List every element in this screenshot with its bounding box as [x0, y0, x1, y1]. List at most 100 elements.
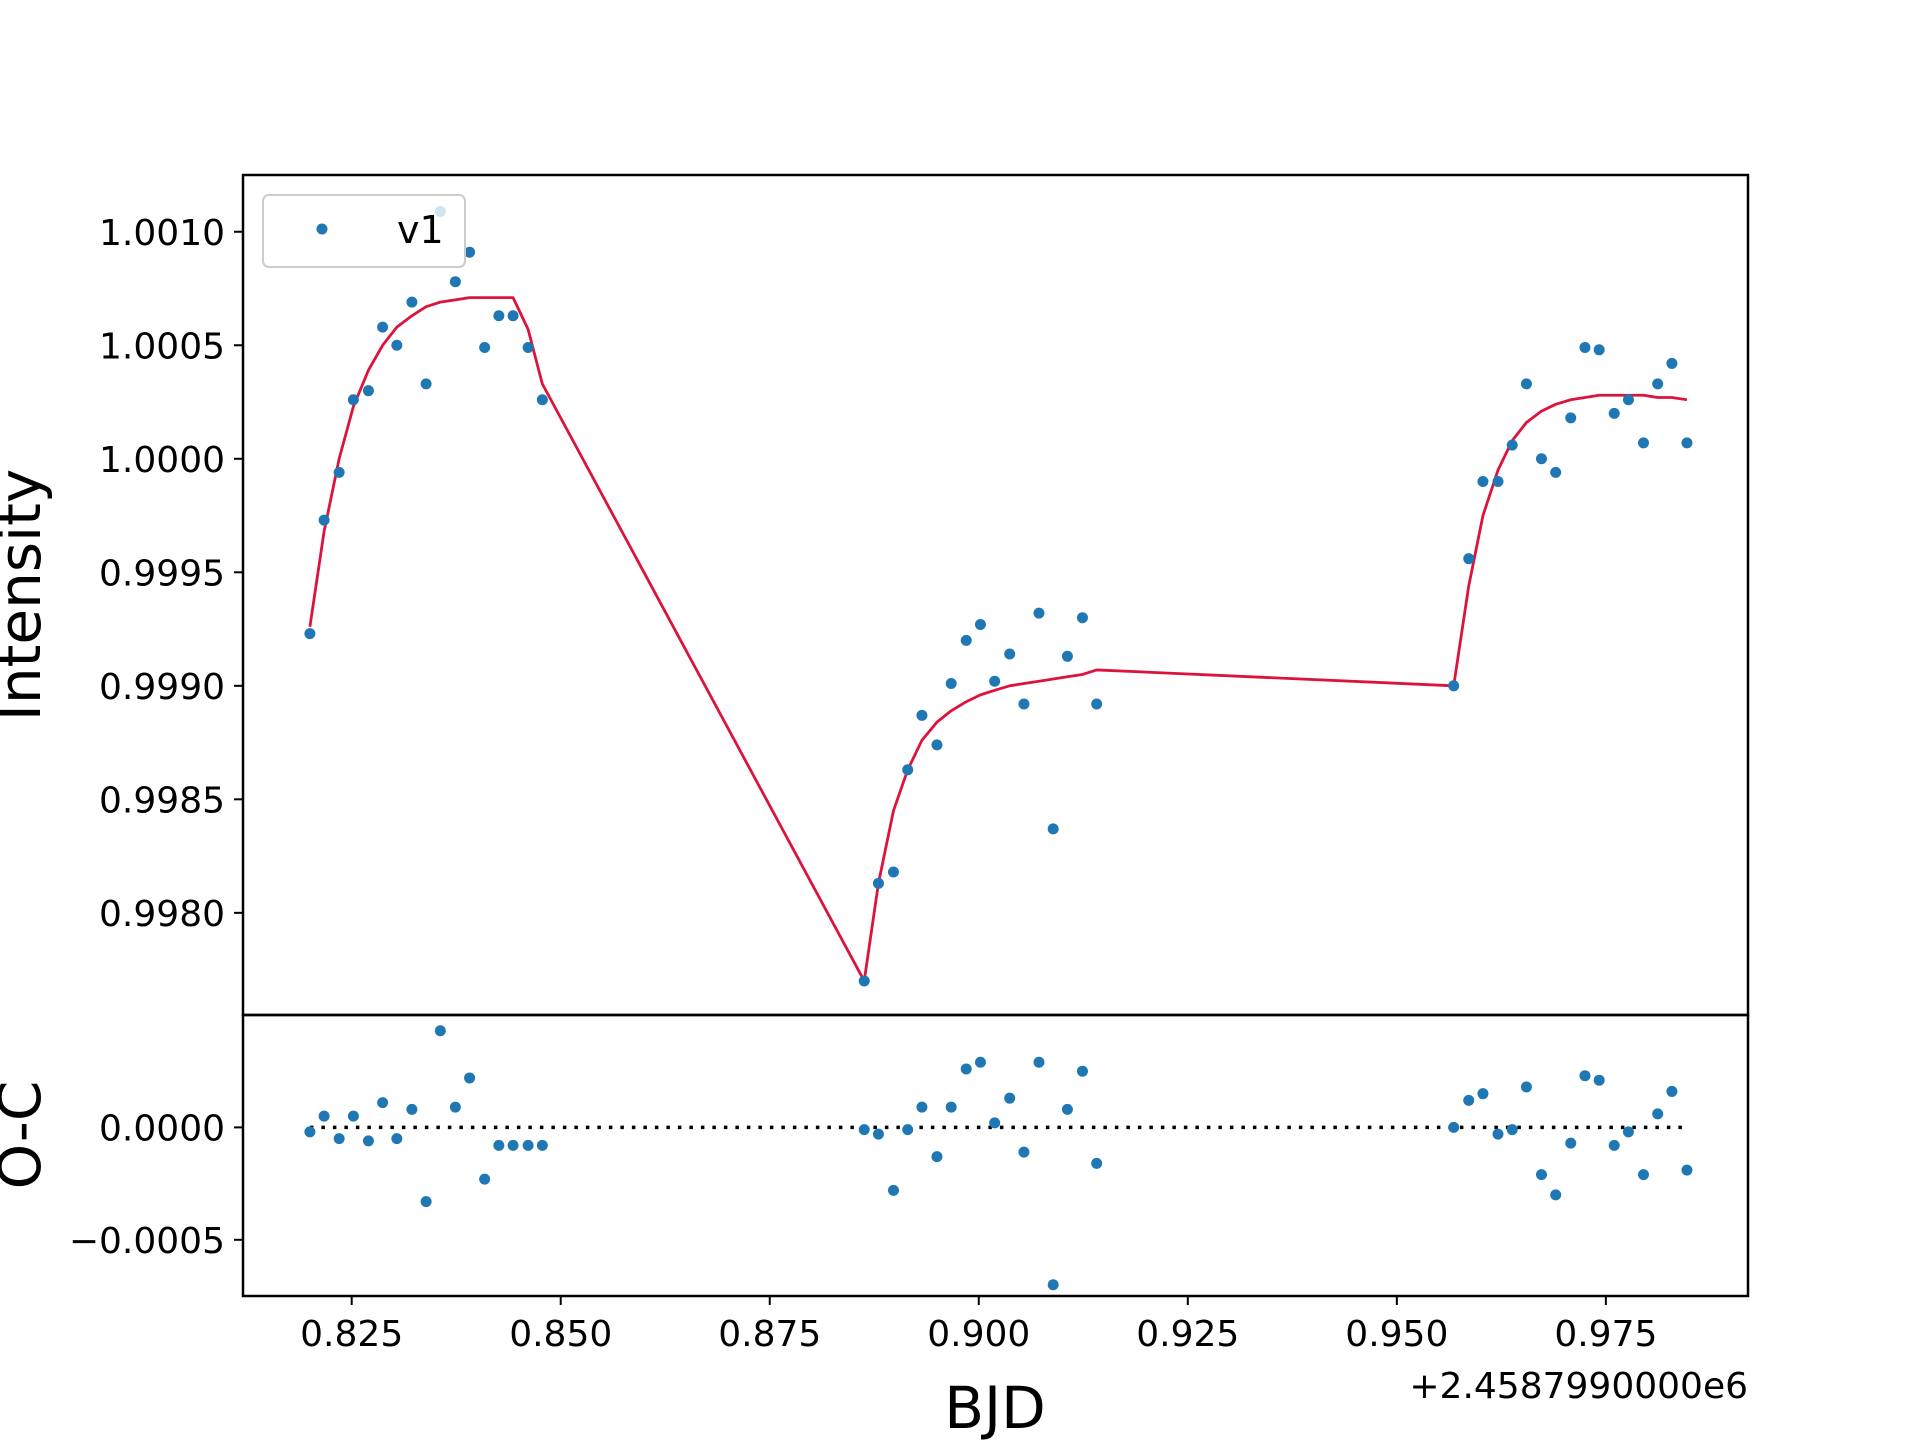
data-point [449, 276, 461, 288]
residual-point [1608, 1139, 1620, 1151]
residual-point [872, 1128, 884, 1140]
residual-point [916, 1101, 928, 1113]
residual-point [479, 1173, 491, 1185]
data-point [916, 709, 928, 721]
residual-point [887, 1184, 899, 1196]
residual-point [1637, 1169, 1649, 1181]
data-point [1637, 437, 1649, 449]
residual-point [1004, 1092, 1016, 1104]
data-point [391, 339, 403, 351]
data-point [887, 866, 899, 878]
model-curve-group [308, 296, 1688, 983]
data-point [1666, 357, 1678, 369]
y-tick-label: 0.9990 [99, 667, 225, 708]
residual-point [989, 1117, 1001, 1129]
data-point [989, 675, 1001, 687]
legend-marker-icon [316, 223, 328, 235]
residual-point [931, 1151, 943, 1163]
data-point [406, 296, 418, 308]
residual-point [1622, 1126, 1634, 1138]
main-panel: 0.9980 0.9985 0.9990 0.9995 1.0000 1.0005 1.00… [0, 173, 1750, 1017]
data-point [536, 394, 548, 406]
data-points-group [304, 205, 1693, 987]
data-point [1047, 823, 1059, 835]
residual-point [406, 1103, 418, 1115]
data-point [1463, 553, 1475, 565]
residual-point [1506, 1124, 1518, 1136]
data-point [960, 634, 972, 646]
data-point [902, 764, 914, 776]
residual-point [420, 1196, 432, 1208]
x-tick-label: 0.850 [509, 1314, 612, 1355]
residual-point [1579, 1070, 1591, 1082]
data-point [347, 394, 359, 406]
data-point [1565, 412, 1577, 424]
residual-point [1448, 1121, 1460, 1133]
data-point [420, 378, 432, 390]
data-point [1061, 650, 1073, 662]
y-tick-label: 1.0000 [99, 440, 225, 481]
data-point [974, 619, 986, 631]
data-point [333, 466, 345, 478]
residual-point [1477, 1088, 1489, 1100]
residual-point [493, 1139, 505, 1151]
y-tick-label: −0.0005 [69, 1221, 225, 1262]
x-ticks: 0.825 0.850 0.875 0.900 0.925 0.950 0.975 [300, 1296, 1657, 1355]
data-point [1091, 698, 1103, 710]
residual-point [1091, 1157, 1103, 1169]
residual-point [318, 1110, 330, 1122]
residual-point [347, 1110, 359, 1122]
residual-point [1018, 1146, 1030, 1158]
data-point [1681, 437, 1693, 449]
data-point [522, 342, 534, 354]
residual-point [333, 1133, 345, 1145]
model-curve [308, 296, 1688, 983]
y-tick-label: 0.9980 [99, 894, 225, 935]
residual-point [1061, 1103, 1073, 1115]
residual-point [304, 1126, 316, 1138]
residual-point [464, 1072, 476, 1084]
x-tick-label: 0.975 [1554, 1314, 1657, 1355]
data-point [1520, 378, 1532, 390]
data-point [362, 385, 374, 397]
x-axis-offset-label: +2.4587990000e6 [1409, 1366, 1748, 1407]
y-tick-label: 1.0010 [99, 213, 225, 254]
data-point [1018, 698, 1030, 710]
residual-point [1520, 1081, 1532, 1093]
legend[interactable]: v1 [262, 194, 466, 268]
data-point [507, 310, 519, 322]
data-point [1448, 680, 1460, 692]
data-point [1550, 466, 1562, 478]
data-point [931, 739, 943, 751]
residual-point [1463, 1094, 1475, 1106]
data-point [1076, 612, 1088, 624]
data-point [377, 321, 389, 333]
residual-point [1535, 1169, 1547, 1181]
data-point [304, 628, 316, 640]
x-tick-label: 0.875 [718, 1314, 821, 1355]
residual-point [1681, 1164, 1693, 1176]
residual-points-group [304, 1025, 1693, 1291]
y-tick-label: 1.0005 [99, 326, 225, 367]
data-point [1477, 475, 1489, 487]
residual-point [1492, 1128, 1504, 1140]
residual-point [974, 1056, 986, 1068]
residual-point [1666, 1085, 1678, 1097]
x-axis-label: BJD [944, 1374, 1046, 1440]
data-point [1033, 607, 1045, 619]
legend-entry-label: v1 [397, 208, 444, 252]
main-y-ticks: 0.9980 0.9985 0.9990 0.9995 1.0000 1.0005 1.00… [99, 213, 243, 935]
residual-point [1652, 1108, 1664, 1120]
data-point [1593, 344, 1605, 356]
x-tick-label: 0.900 [927, 1314, 1030, 1355]
residual-point [362, 1135, 374, 1147]
residual-panel-frame [241, 1013, 1750, 1298]
data-point [1535, 453, 1547, 465]
data-point [464, 246, 476, 258]
data-point [479, 342, 491, 354]
y-tick-label: 0.0000 [99, 1108, 225, 1149]
residual-point [1033, 1056, 1045, 1068]
residual-point [902, 1124, 914, 1136]
